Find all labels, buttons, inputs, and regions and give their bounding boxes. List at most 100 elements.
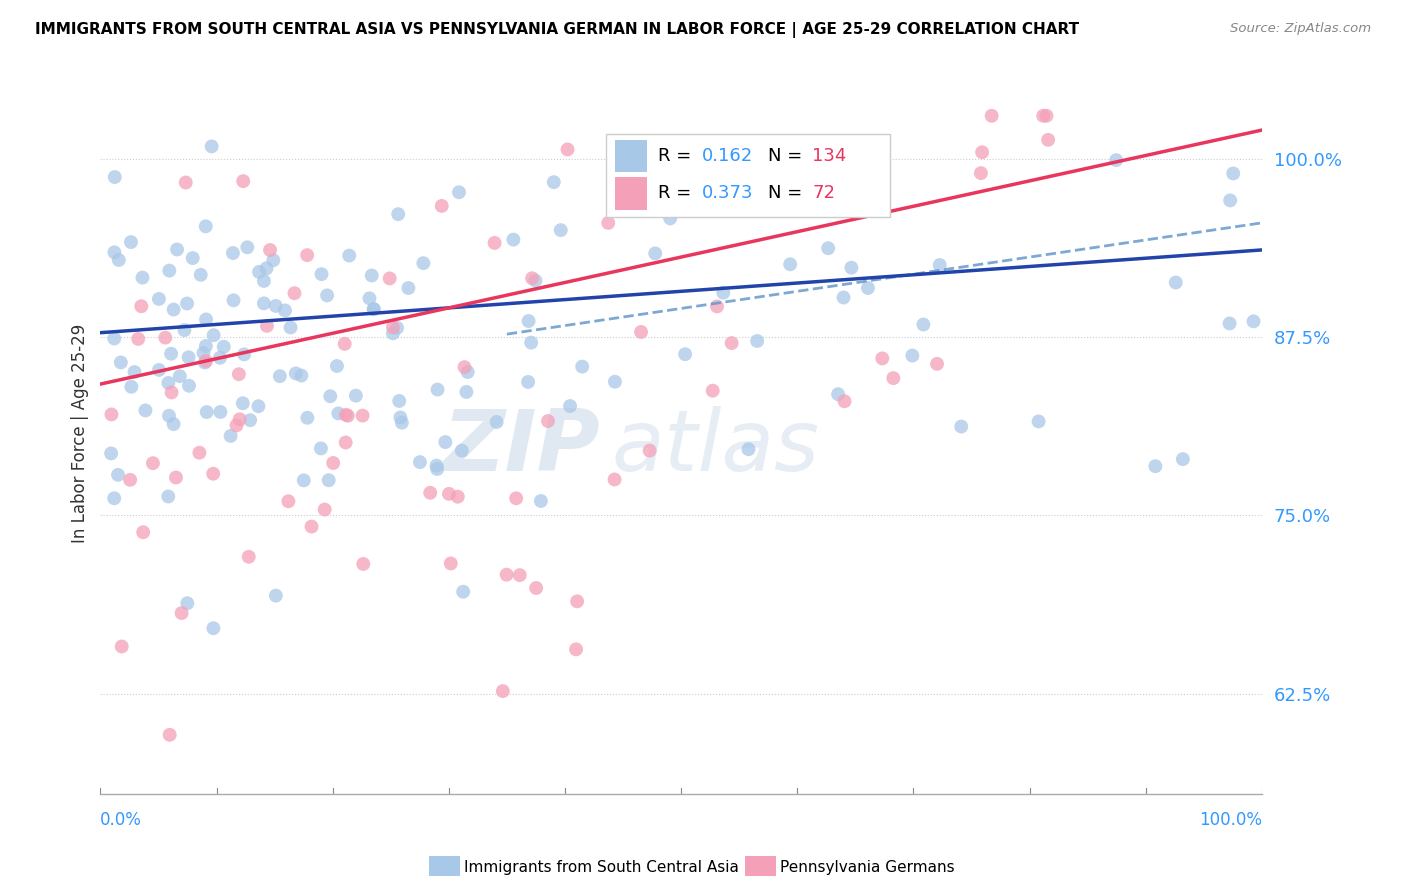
Point (720, 336, 742, 351)
Point (225, 418, 247, 433)
Text: R =: R = (658, 147, 697, 165)
Point (385, 321, 408, 335)
Point (779, 257, 801, 271)
Point (160, 347, 183, 361)
Point (309, 442, 332, 456)
Point (253, 274, 276, 288)
Point (520, 335, 543, 350)
Point (565, 642, 588, 657)
Point (100, 446, 122, 460)
Point (437, 487, 460, 501)
Point (209, 405, 232, 419)
Point (363, 302, 385, 317)
Point (155, 331, 177, 345)
Point (202, 621, 225, 635)
Point (247, 399, 270, 413)
Point (292, 474, 315, 488)
Point (389, 410, 412, 425)
Point (188, 446, 211, 460)
Point (456, 384, 478, 399)
Point (1036, 133, 1059, 147)
Point (290, 368, 312, 383)
Point (425, 458, 447, 473)
Point (363, 302, 385, 317)
Point (360, 268, 382, 283)
Point (335, 435, 357, 450)
Point (238, 549, 260, 564)
Text: Immigrants from South Central Asia: Immigrants from South Central Asia (464, 860, 740, 874)
Bar (614, 178, 648, 210)
Point (537, 414, 560, 428)
Point (344, 389, 367, 403)
Point (107, 252, 129, 267)
Point (430, 199, 453, 213)
Point (972, 145, 994, 160)
Point (162, 417, 184, 431)
Point (256, 261, 278, 276)
Point (387, 207, 409, 221)
Point (328, 406, 350, 420)
Point (524, 581, 547, 595)
Point (1171, 452, 1194, 467)
Point (737, 442, 759, 457)
Text: Source: ZipAtlas.com: Source: ZipAtlas.com (1230, 22, 1371, 36)
Point (447, 186, 470, 200)
Point (336, 409, 359, 423)
Point (120, 380, 142, 394)
Point (326, 359, 349, 373)
Point (426, 462, 449, 476)
Text: R =: R = (658, 185, 697, 202)
Bar (614, 140, 648, 172)
Point (284, 367, 307, 381)
Point (524, 274, 547, 288)
Text: 0.373: 0.373 (702, 185, 754, 202)
Point (124, 365, 146, 379)
Point (543, 175, 565, 189)
Point (419, 485, 441, 500)
Point (412, 256, 434, 270)
Point (277, 494, 299, 508)
Point (319, 389, 342, 403)
Point (195, 354, 218, 368)
Point (274, 303, 297, 318)
Text: 100.0%: 100.0% (1199, 811, 1263, 829)
Point (598, 216, 620, 230)
Text: 0.162: 0.162 (702, 147, 754, 165)
Point (148, 292, 170, 306)
Text: IMMIGRANTS FROM SOUTH CENTRAL ASIA VS PENNSYLVANIA GERMAN IN LABOR FORCE | AGE 2: IMMIGRANTS FROM SOUTH CENTRAL ASIA VS PE… (35, 22, 1080, 38)
Point (131, 270, 153, 285)
Point (381, 320, 404, 334)
Point (550, 223, 572, 237)
Point (103, 491, 125, 506)
Point (335, 408, 357, 422)
Point (644, 246, 666, 260)
Point (253, 296, 276, 310)
Point (177, 378, 200, 392)
Point (228, 412, 250, 426)
Point (195, 312, 218, 326)
Point (702, 384, 724, 398)
Point (222, 246, 245, 260)
Point (159, 728, 181, 742)
Point (174, 176, 197, 190)
Point (409, 455, 432, 469)
Point (451, 584, 474, 599)
Point (841, 260, 863, 275)
Point (1164, 276, 1187, 290)
Point (378, 271, 401, 285)
Text: N =: N = (768, 185, 808, 202)
Point (1105, 153, 1128, 168)
Point (201, 139, 224, 153)
Point (169, 369, 191, 384)
Point (630, 325, 652, 339)
Point (706, 300, 728, 314)
Point (318, 473, 340, 487)
Point (1219, 317, 1241, 331)
Point (817, 241, 839, 255)
Point (228, 367, 250, 381)
Point (453, 360, 475, 375)
Point (283, 286, 305, 301)
Point (120, 473, 142, 487)
Point (391, 416, 413, 430)
Point (1032, 109, 1054, 123)
